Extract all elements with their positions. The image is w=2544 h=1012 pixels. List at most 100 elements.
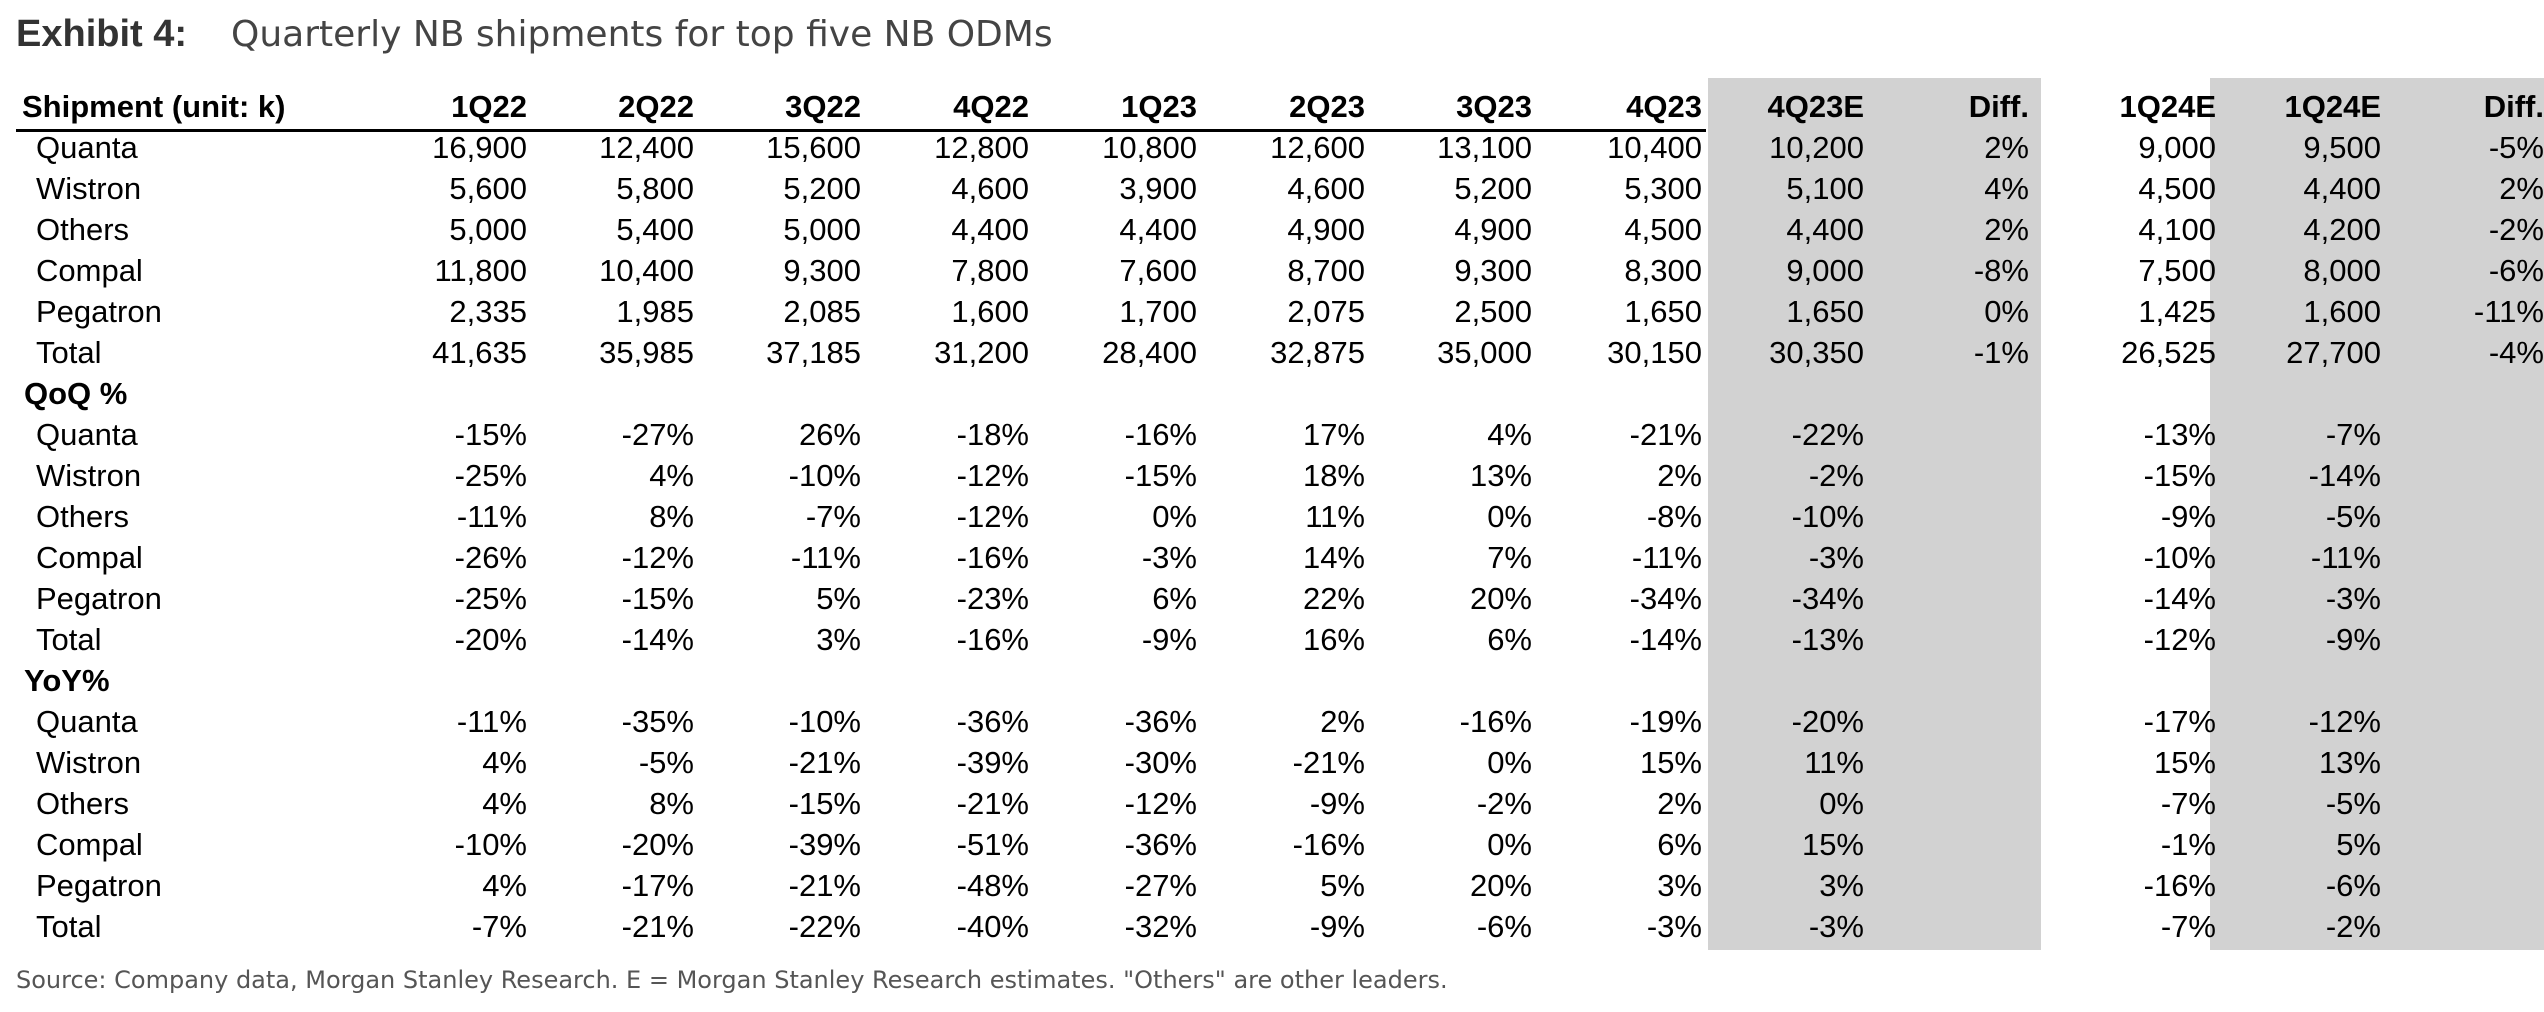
- table-cell: -3%: [1141, 539, 1197, 575]
- table-cell: 15%: [2153, 744, 2216, 780]
- exhibit-subtitle: Quarterly NB shipments for top five NB O…: [231, 13, 1053, 55]
- table-row: Pegatron -25% -15% 5% -23% 6% 22% 20% -34% -34% -1…: [0, 578, 2544, 619]
- table-cell: -20%: [621, 826, 694, 862]
- table-cell: -11%: [2473, 293, 2544, 329]
- table-row: Others -11% 8% -7% -12% 0% 11% 0% -8% -10% -9% -5%: [0, 496, 2544, 537]
- table-cell: 4,600: [1287, 170, 1365, 206]
- table-cell: -22%: [1791, 416, 1864, 452]
- table-cell: -14%: [621, 621, 694, 657]
- table-cell: 16%: [1302, 621, 1365, 657]
- table-cell: -7%: [805, 498, 861, 534]
- row-label: Others: [36, 211, 130, 247]
- table-cell: -16%: [1459, 703, 1532, 739]
- table-cell: [1864, 496, 2029, 537]
- table-cell: -35%: [621, 703, 694, 739]
- table-cell: -12%: [956, 498, 1029, 534]
- empty-cell: [694, 660, 861, 701]
- table-cell: -22%: [788, 908, 861, 944]
- table-cell: -12%: [2143, 621, 2216, 657]
- table-cell: 4,500: [1624, 211, 1702, 247]
- table-cell: 4%: [482, 744, 527, 780]
- table-cell: 9,500: [2303, 129, 2381, 165]
- column-header: Diff.: [2483, 88, 2544, 124]
- row-label: Quanta: [36, 129, 138, 165]
- column-header: Diff.: [1968, 88, 2029, 124]
- table-row: Total -7% -21% -22% -40% -32% -9% -6% -3% -3% -7% -…: [0, 906, 2544, 947]
- table-cell: 35,985: [599, 334, 694, 370]
- table-cell: 1,700: [1119, 293, 1197, 329]
- table-cell: [2381, 906, 2544, 947]
- table-cell: [2381, 455, 2544, 496]
- table-cell: 5%: [1320, 867, 1365, 903]
- table-cell: 5,100: [1786, 170, 1864, 206]
- table-row: Others 5,000 5,400 5,000 4,400 4,400 4,900 4,90…: [0, 209, 2544, 250]
- table-row: Compal 11,800 10,400 9,300 7,800 7,600 8,700 9,…: [0, 250, 2544, 291]
- table-cell: -2%: [2325, 908, 2381, 944]
- row-label: Pegatron: [36, 293, 162, 329]
- table-cell: 4,500: [2138, 170, 2216, 206]
- table-cell: -18%: [956, 416, 1029, 452]
- empty-cell: [1365, 373, 1532, 414]
- column-header: 3Q22: [785, 88, 861, 124]
- column-header: 3Q23: [1456, 88, 1532, 124]
- table-cell: 31,200: [934, 334, 1029, 370]
- empty-cell: [861, 660, 1029, 701]
- table-cell: 26,525: [2121, 334, 2216, 370]
- table-cell: 4%: [649, 457, 694, 493]
- empty-cell: [1532, 373, 1702, 414]
- column-header: 4Q23: [1626, 88, 1702, 124]
- table-cell: -30%: [1124, 744, 1197, 780]
- table-cell: -39%: [788, 826, 861, 862]
- table-cell: 18%: [1302, 457, 1365, 493]
- table-cell: 4,400: [951, 211, 1029, 247]
- shipments-table: Shipment (unit: k) 1Q22 2Q22 3Q22 4Q22 1…: [0, 86, 2544, 947]
- empty-cell: [1197, 660, 1365, 701]
- table-cell: -21%: [788, 867, 861, 903]
- table-cell: 0%: [1152, 498, 1197, 534]
- table-cell: 15%: [1639, 744, 1702, 780]
- empty-cell: [2029, 373, 2216, 414]
- table-cell: 5,400: [616, 211, 694, 247]
- table-cell: 2,085: [783, 293, 861, 329]
- table-cell: 1,600: [951, 293, 1029, 329]
- table-cell: [2381, 701, 2544, 742]
- table-cell: -5%: [638, 744, 694, 780]
- empty-cell: [1365, 660, 1532, 701]
- row-label: Pegatron: [36, 867, 162, 903]
- row-label: Compal: [36, 826, 143, 862]
- table-cell: 37,185: [766, 334, 861, 370]
- table-cell: 5,000: [783, 211, 861, 247]
- table-cell: [2381, 824, 2544, 865]
- empty-cell: [2029, 660, 2216, 701]
- column-header: 1Q22: [451, 88, 527, 124]
- table-cell: 0%: [1487, 498, 1532, 534]
- table-cell: -11%: [456, 498, 527, 534]
- table-cell: [2381, 414, 2544, 455]
- table-cell: 9,300: [1454, 252, 1532, 288]
- table-cell: 10,800: [1102, 129, 1197, 165]
- table-cell: -16%: [1292, 826, 1365, 862]
- empty-cell: [2216, 373, 2381, 414]
- empty-cell: [2381, 373, 2544, 414]
- table-cell: [1864, 701, 2029, 742]
- table-cell: 4,100: [2138, 211, 2216, 247]
- row-label: Total: [36, 334, 102, 370]
- table-cell: 0%: [1819, 785, 1864, 821]
- table-cell: 35,000: [1437, 334, 1532, 370]
- table-cell: 20%: [1469, 867, 1532, 903]
- table-cell: -34%: [1629, 580, 1702, 616]
- empty-cell: [354, 373, 527, 414]
- table-cell: -21%: [1292, 744, 1365, 780]
- estimate-shade-1q24e: [2210, 78, 2544, 950]
- table-row: Wistron 5,600 5,800 5,200 4,600 3,900 4,600 5,2…: [0, 168, 2544, 209]
- table-cell: 5,300: [1624, 170, 1702, 206]
- table-cell: 30,350: [1769, 334, 1864, 370]
- table-cell: -10%: [454, 826, 527, 862]
- table-cell: -51%: [956, 826, 1029, 862]
- table-cell: 8,300: [1624, 252, 1702, 288]
- table-cell: 2,500: [1454, 293, 1532, 329]
- table-cell: -11%: [2310, 539, 2381, 575]
- table-cell: 7,800: [951, 252, 1029, 288]
- empty-cell: [527, 660, 694, 701]
- table-row: Total -20% -14% 3% -16% -9% 16% 6% -14% -13% -12% -…: [0, 619, 2544, 660]
